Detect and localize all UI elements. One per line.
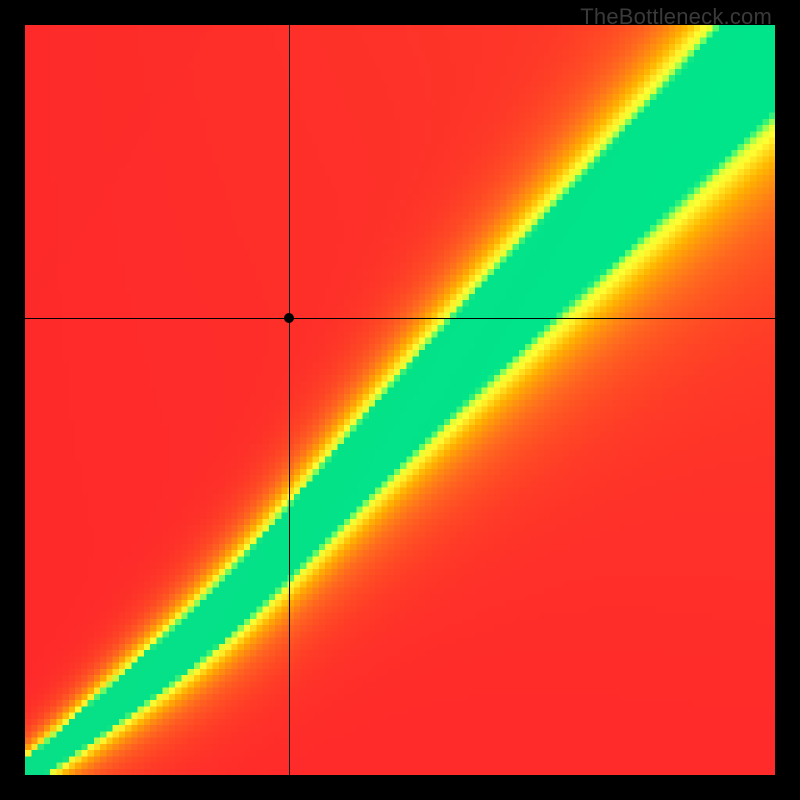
crosshair-vertical <box>289 25 290 775</box>
watermark-text: TheBottleneck.com <box>580 4 772 30</box>
heatmap-canvas <box>25 25 775 775</box>
selection-marker <box>284 313 294 323</box>
crosshair-horizontal <box>25 318 775 319</box>
heatmap-plot <box>25 25 775 775</box>
